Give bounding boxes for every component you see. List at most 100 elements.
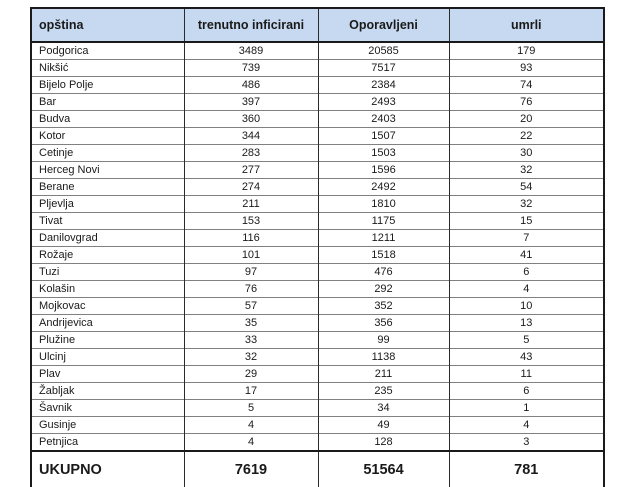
cell-municipality: Ulcinj bbox=[31, 348, 184, 366]
cell-oporavljeni: 1503 bbox=[317, 144, 449, 162]
cell-umrli: 76 bbox=[448, 93, 604, 111]
cell-municipality: Pljevlja bbox=[31, 195, 184, 213]
cell-umrli: 1 bbox=[448, 399, 604, 417]
cell-municipality: Žabljak bbox=[31, 382, 184, 400]
table-row: Nikšić 739 7517 93 bbox=[31, 59, 604, 77]
cell-oporavljeni: 2403 bbox=[317, 110, 449, 128]
cell-umrli: 7 bbox=[448, 229, 604, 247]
cell-umrli: 11 bbox=[448, 365, 604, 383]
cell-trenutno-inficirani: 344 bbox=[183, 127, 318, 145]
cell-trenutno-inficirani: 211 bbox=[183, 195, 318, 213]
table-row: Petnjica 4 128 3 bbox=[31, 433, 604, 451]
cell-trenutno-inficirani: 739 bbox=[183, 59, 318, 77]
table-row: Mojkovac 57 352 10 bbox=[31, 297, 604, 315]
cell-oporavljeni: 1175 bbox=[317, 212, 449, 230]
cell-oporavljeni: 476 bbox=[317, 263, 449, 281]
table-row: Berane 274 2492 54 bbox=[31, 178, 604, 196]
cell-municipality: Plužine bbox=[31, 331, 184, 349]
cell-trenutno-inficirani: 4 bbox=[183, 433, 318, 451]
table-row: Gusinje 4 49 4 bbox=[31, 416, 604, 434]
table-row: Rožaje 101 1518 41 bbox=[31, 246, 604, 264]
total-row: UKUPNO 7619 51564 781 bbox=[31, 450, 604, 487]
cell-trenutno-inficirani: 360 bbox=[183, 110, 318, 128]
cell-oporavljeni: 1138 bbox=[317, 348, 449, 366]
table-row: Tuzi 97 476 6 bbox=[31, 263, 604, 281]
table-row: Žabljak 17 235 6 bbox=[31, 382, 604, 400]
column-header-oporavljeni: Oporavljeni bbox=[317, 8, 449, 43]
cell-oporavljeni: 7517 bbox=[317, 59, 449, 77]
cell-municipality: Kotor bbox=[31, 127, 184, 145]
cell-oporavljeni: 1507 bbox=[317, 127, 449, 145]
cell-umrli: 6 bbox=[448, 382, 604, 400]
cell-trenutno-inficirani: 97 bbox=[183, 263, 318, 281]
table-row: Bijelo Polje 486 2384 74 bbox=[31, 76, 604, 94]
cell-oporavljeni: 2492 bbox=[317, 178, 449, 196]
cell-umrli: 43 bbox=[448, 348, 604, 366]
column-header-opstina: opština bbox=[31, 8, 184, 43]
cell-oporavljeni: 34 bbox=[317, 399, 449, 417]
cell-umrli: 41 bbox=[448, 246, 604, 264]
cell-oporavljeni: 1596 bbox=[317, 161, 449, 179]
cell-umrli: 4 bbox=[448, 416, 604, 434]
table-row: Herceg Novi 277 1596 32 bbox=[31, 161, 604, 179]
cell-trenutno-inficirani: 3489 bbox=[183, 42, 318, 60]
cell-trenutno-inficirani: 76 bbox=[183, 280, 318, 298]
cell-oporavljeni: 356 bbox=[317, 314, 449, 332]
cell-oporavljeni: 1518 bbox=[317, 246, 449, 264]
cell-oporavljeni: 292 bbox=[317, 280, 449, 298]
cell-municipality: Gusinje bbox=[31, 416, 184, 434]
cell-trenutno-inficirani: 283 bbox=[183, 144, 318, 162]
cell-umrli: 179 bbox=[448, 42, 604, 60]
cell-municipality: Budva bbox=[31, 110, 184, 128]
total-oporavljeni: 51564 bbox=[317, 450, 449, 487]
cell-oporavljeni: 128 bbox=[317, 433, 449, 451]
table-row: Tivat 153 1175 15 bbox=[31, 212, 604, 230]
cell-municipality: Bar bbox=[31, 93, 184, 111]
cell-umrli: 32 bbox=[448, 195, 604, 213]
cell-oporavljeni: 2384 bbox=[317, 76, 449, 94]
cell-municipality: Mojkovac bbox=[31, 297, 184, 315]
cell-oporavljeni: 352 bbox=[317, 297, 449, 315]
table-body: Podgorica 3489 20585 179 Nikšić 739 7517 93 Bije… bbox=[31, 42, 604, 451]
table-row: Ulcinj 32 1138 43 bbox=[31, 348, 604, 366]
table-row: Danilovgrad 116 1211 7 bbox=[31, 229, 604, 247]
table-row: Budva 360 2403 20 bbox=[31, 110, 604, 128]
cell-municipality: Cetinje bbox=[31, 144, 184, 162]
cell-trenutno-inficirani: 4 bbox=[183, 416, 318, 434]
cell-municipality: Plav bbox=[31, 365, 184, 383]
cell-trenutno-inficirani: 5 bbox=[183, 399, 318, 417]
table-row: Podgorica 3489 20585 179 bbox=[31, 42, 604, 60]
cell-oporavljeni: 49 bbox=[317, 416, 449, 434]
table-row: Kolašin 76 292 4 bbox=[31, 280, 604, 298]
cell-trenutno-inficirani: 29 bbox=[183, 365, 318, 383]
table-row: Cetinje 283 1503 30 bbox=[31, 144, 604, 162]
total-label: UKUPNO bbox=[31, 450, 184, 487]
cell-umrli: 74 bbox=[448, 76, 604, 94]
cell-umrli: 22 bbox=[448, 127, 604, 145]
cell-oporavljeni: 235 bbox=[317, 382, 449, 400]
cell-municipality: Tivat bbox=[31, 212, 184, 230]
cell-trenutno-inficirani: 277 bbox=[183, 161, 318, 179]
cell-municipality: Šavnik bbox=[31, 399, 184, 417]
cell-umrli: 54 bbox=[448, 178, 604, 196]
cell-umrli: 5 bbox=[448, 331, 604, 349]
cell-municipality: Tuzi bbox=[31, 263, 184, 281]
cell-oporavljeni: 211 bbox=[317, 365, 449, 383]
table-row: Kotor 344 1507 22 bbox=[31, 127, 604, 145]
table-row: Bar 397 2493 76 bbox=[31, 93, 604, 111]
cell-trenutno-inficirani: 57 bbox=[183, 297, 318, 315]
cell-trenutno-inficirani: 101 bbox=[183, 246, 318, 264]
cell-umrli: 15 bbox=[448, 212, 604, 230]
table-header: opština trenutno inficirani Oporavljeni … bbox=[31, 8, 604, 43]
cell-umrli: 13 bbox=[448, 314, 604, 332]
cell-trenutno-inficirani: 17 bbox=[183, 382, 318, 400]
cell-municipality: Petnjica bbox=[31, 433, 184, 451]
cell-municipality: Bijelo Polje bbox=[31, 76, 184, 94]
cell-municipality: Herceg Novi bbox=[31, 161, 184, 179]
cell-municipality: Nikšić bbox=[31, 59, 184, 77]
cell-municipality: Danilovgrad bbox=[31, 229, 184, 247]
cell-umrli: 93 bbox=[448, 59, 604, 77]
table-row: Plav 29 211 11 bbox=[31, 365, 604, 383]
cell-trenutno-inficirani: 116 bbox=[183, 229, 318, 247]
